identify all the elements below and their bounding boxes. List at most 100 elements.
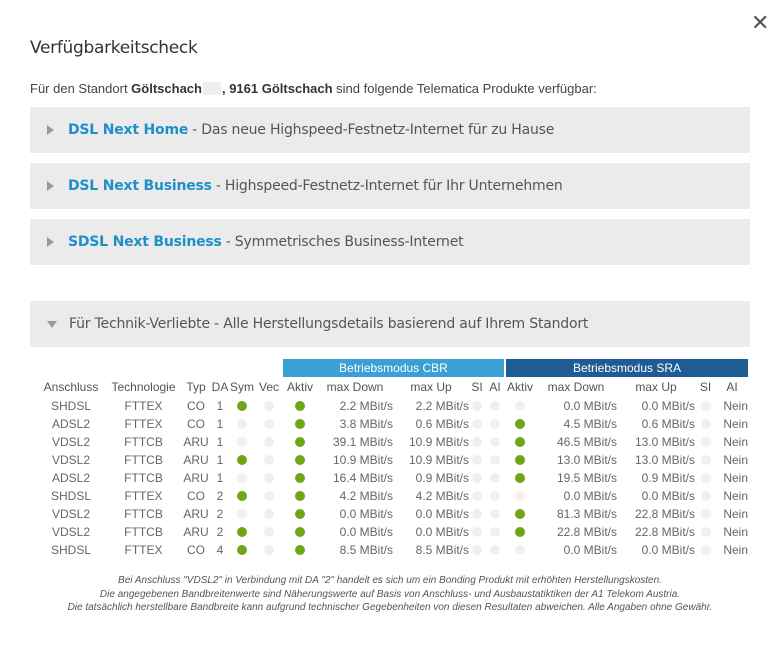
- sra-si-cell: [695, 415, 716, 433]
- col-sra-max-up: max Up: [635, 380, 677, 394]
- cbr-ai-cell: [485, 523, 505, 541]
- status-off-icon: [490, 401, 500, 411]
- cell-cbr-max-up: 0.6 MBit/s: [415, 417, 469, 431]
- availability-table: Betriebsmodus CBR Betriebsmodus SRA Ansc…: [36, 359, 748, 559]
- col-cbr-max-down: max Down: [326, 380, 384, 394]
- col-cbr-max-up: max Up: [410, 380, 452, 394]
- status-off-icon: [472, 455, 482, 465]
- col-vec: Vec: [258, 380, 279, 394]
- accordion-dsl-next-business[interactable]: DSL Next Business - Highspeed-Festnetz-I…: [30, 163, 750, 209]
- cbr-ai-cell: [485, 505, 505, 523]
- cbr-aktiv-cell: [283, 487, 317, 505]
- product-desc: - Das neue Highspeed-Festnetz-Internet f…: [192, 122, 555, 138]
- cell-sra-ai: Nein: [723, 525, 748, 539]
- col-sra-ai: AI: [726, 380, 738, 394]
- cell-anschluss: VDSL2: [51, 453, 91, 467]
- status-off-icon: [472, 437, 482, 447]
- cbr-ai-cell: [485, 433, 505, 451]
- sym-cell: [229, 433, 255, 451]
- status-off-icon: [490, 419, 500, 429]
- sra-si-cell: [695, 397, 716, 415]
- sym-cell: [229, 523, 255, 541]
- status-off-icon: [490, 455, 500, 465]
- status-off-icon: [264, 401, 274, 411]
- sra-si-cell: [695, 541, 716, 559]
- redacted-block: [202, 82, 221, 95]
- cell-sra-max-down: 0.0 MBit/s: [563, 399, 617, 413]
- sra-si-cell: [695, 505, 716, 523]
- cell-cbr-max-up: 0.9 MBit/s: [415, 471, 469, 485]
- table-header: Anschluss Technologie Typ DA Sym Vec Akt…: [36, 377, 748, 397]
- cell-sra-max-up: 0.6 MBit/s: [641, 417, 695, 431]
- cell-cbr-max-down: 8.5 MBit/s: [339, 543, 393, 557]
- status-off-icon: [700, 401, 711, 411]
- status-off-icon: [515, 545, 525, 555]
- col-anschluss: Anschluss: [43, 380, 99, 394]
- cell-sra-ai: Nein: [723, 543, 748, 557]
- expand-arrow-icon: [47, 237, 54, 247]
- col-sra-aktiv: Aktiv: [506, 380, 533, 394]
- status-on-icon: [237, 491, 247, 501]
- status-on-icon: [515, 455, 525, 465]
- cell-typ: ARU: [183, 471, 209, 485]
- sra-si-cell: [695, 433, 716, 451]
- close-icon[interactable]: ✕: [751, 11, 770, 36]
- cbr-aktiv-cell: [283, 397, 317, 415]
- cell-technologie: FTTCB: [124, 525, 163, 539]
- vec-cell: [255, 469, 283, 487]
- cell-sra-max-down: 4.5 MBit/s: [563, 417, 617, 431]
- cell-sra-max-down: 81.3 MBit/s: [556, 507, 617, 521]
- sra-si-cell: [695, 451, 716, 469]
- col-sra-si: SI: [699, 380, 712, 394]
- col-cbr-si: SI: [471, 380, 483, 394]
- cell-typ: CO: [187, 543, 205, 557]
- vec-cell: [255, 397, 283, 415]
- col-cbr-ai: AI: [489, 380, 501, 394]
- status-on-icon: [295, 491, 305, 501]
- status-off-icon: [490, 437, 500, 447]
- accordion-sdsl-next-business[interactable]: SDSL Next Business - Symmetrisches Busin…: [30, 219, 750, 265]
- cbr-aktiv-cell: [283, 469, 317, 487]
- status-on-icon: [237, 401, 247, 411]
- status-off-icon: [490, 545, 500, 555]
- table-row: SHDSL FTTEX CO 1 2.2 MBit/s 2.2 MBit/s 0.0 MBi…: [36, 397, 748, 415]
- accordion-technik-details[interactable]: Für Technik-Verliebte - Alle Herstellung…: [30, 301, 750, 347]
- cell-sra-ai: Nein: [723, 399, 748, 413]
- cell-sra-max-down: 19.5 MBit/s: [556, 471, 617, 485]
- status-off-icon: [264, 491, 274, 501]
- sym-cell: [229, 469, 255, 487]
- sym-cell: [229, 415, 255, 433]
- status-off-icon: [472, 491, 482, 501]
- status-off-icon: [700, 545, 711, 555]
- table-row: VDSL2 FTTCB ARU 1 10.9 MBit/s 10.9 MBit/s 13.0…: [36, 451, 748, 469]
- vec-cell: [255, 541, 283, 559]
- table-row: SHDSL FTTEX CO 2 4.2 MBit/s 4.2 MBit/s 0.0 MBi…: [36, 487, 748, 505]
- status-off-icon: [700, 437, 711, 447]
- product-name: DSL Next Business: [68, 178, 212, 194]
- cell-cbr-max-down: 2.2 MBit/s: [339, 399, 393, 413]
- cell-cbr-max-up: 0.0 MBit/s: [415, 525, 469, 539]
- dialog-title: Verfügbarkeitscheck: [30, 38, 198, 58]
- cbr-ai-cell: [485, 415, 505, 433]
- status-off-icon: [700, 491, 711, 501]
- table-row: VDSL2 FTTCB ARU 2 0.0 MBit/s 0.0 MBit/s 81.3 M…: [36, 505, 748, 523]
- status-on-icon: [237, 527, 247, 537]
- status-off-icon: [515, 401, 525, 411]
- accordion-dsl-next-home[interactable]: DSL Next Home - Das neue Highspeed-Festn…: [30, 107, 750, 153]
- sym-cell: [229, 541, 255, 559]
- product-name: DSL Next Home: [68, 122, 189, 138]
- cell-typ: ARU: [183, 453, 209, 467]
- cell-technologie: FTTEX: [124, 489, 163, 503]
- intro-postal: 9161 Göltschach: [229, 81, 333, 96]
- cell-sra-max-up: 22.8 MBit/s: [634, 525, 695, 539]
- cell-sra-ai: Nein: [723, 453, 748, 467]
- cell-sra-ai: Nein: [723, 489, 748, 503]
- sym-cell: [229, 487, 255, 505]
- cell-typ: CO: [187, 417, 205, 431]
- cell-typ: CO: [187, 489, 205, 503]
- footnote-bonding: Bei Anschluss "VDSL2" in Verbindung mit …: [118, 575, 662, 586]
- status-off-icon: [264, 527, 274, 537]
- cell-sra-max-down: 46.5 MBit/s: [556, 435, 617, 449]
- cell-sra-max-up: 0.9 MBit/s: [641, 471, 695, 485]
- col-cbr-aktiv: Aktiv: [286, 380, 313, 394]
